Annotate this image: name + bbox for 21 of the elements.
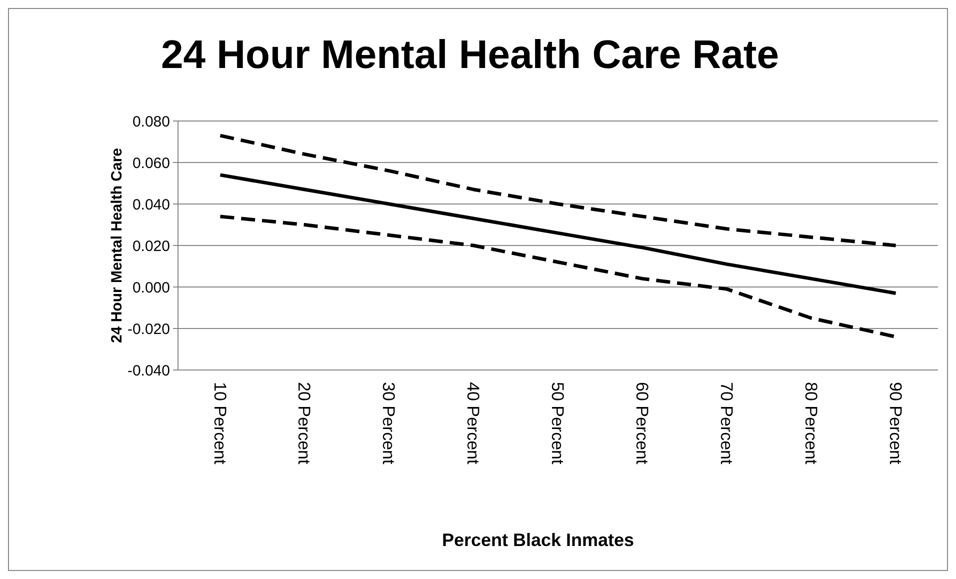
x-tick-label: 30 Percent — [379, 382, 398, 464]
x-tick-label: 60 Percent — [632, 382, 652, 464]
x-tick-label: 20 Percent — [294, 382, 314, 464]
x-tick-label: 50 Percent — [548, 382, 568, 464]
y-tick-label: 0.020 — [132, 238, 170, 255]
line-series — [218, 134, 898, 248]
x-tick-label: 70 Percent — [716, 382, 736, 464]
y-tick-label: 0.000 — [132, 279, 170, 296]
x-tick-label: 40 Percent — [464, 382, 483, 464]
chart-title: 24 Hour Mental Health Care Rate — [161, 33, 779, 77]
y-axis-title: 24 Hour Mental Health Care — [108, 148, 126, 344]
x-tick-label: 80 Percent — [801, 382, 820, 464]
x-axis-title: Percent Black Inmates — [442, 530, 634, 550]
y-tick-label: -0.040 — [127, 362, 170, 380]
line-series — [218, 173, 898, 295]
y-tick-label: 0.040 — [132, 196, 170, 214]
y-tick-label: 0.060 — [132, 154, 170, 172]
x-tick-label: 90 Percent — [886, 382, 905, 464]
x-tick-label: 10 Percent — [210, 382, 230, 464]
y-tick-label: -0.020 — [127, 320, 170, 338]
y-tick-label: 0.080 — [132, 113, 170, 130]
